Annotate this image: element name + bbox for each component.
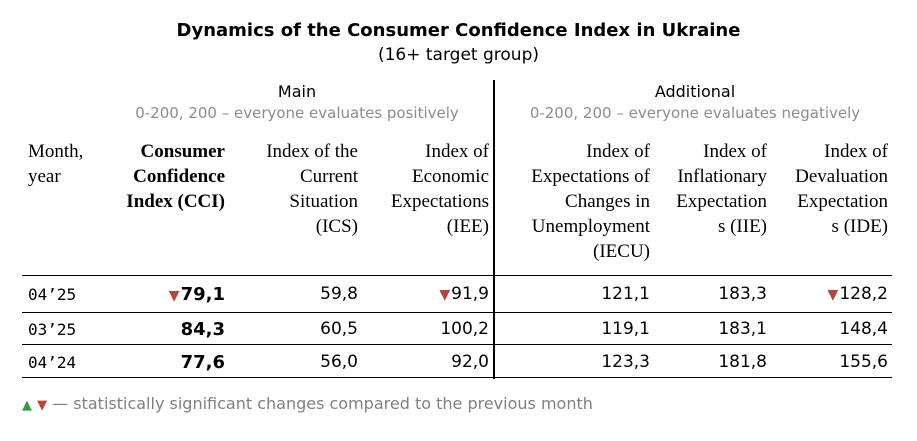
header-cci-line: Confidence: [133, 166, 225, 187]
cell-cci: 77,6: [180, 352, 225, 373]
cell-iee: 92,0: [451, 352, 489, 372]
header-iecu-line: Unemployment: [531, 216, 650, 237]
row-divider: [22, 344, 892, 345]
cell-iie: 181,8: [718, 352, 767, 372]
cell-ide: ▼128,2: [828, 284, 888, 304]
section-main-note: 0-200, 200 – everyone evaluates positive…: [135, 104, 459, 122]
header-iecu-line: Index of: [586, 141, 650, 162]
significance-legend: ▲ ▼ — statistically significant changes …: [22, 394, 593, 413]
cell-iecu: 119,1: [601, 319, 650, 339]
header-ics-line: Situation: [289, 191, 358, 212]
header-cci: Consumer Confidence Index (CCI): [126, 139, 225, 214]
cell-iie: 183,1: [718, 319, 767, 339]
cell-cci-value: 79,1: [180, 284, 225, 305]
cell-iecu: 123,3: [601, 352, 650, 372]
header-iee: Index of Economic Expectations (IEE): [391, 139, 489, 239]
header-ide-line: Index of: [824, 141, 888, 162]
cell-month: 04’25: [28, 285, 77, 304]
cell-ide-value: 128,2: [839, 284, 888, 304]
decrease-triangle-icon: ▼: [827, 287, 839, 303]
section-divider: [493, 80, 495, 379]
header-iie-line: Inflationary: [677, 166, 767, 187]
decrease-triangle-icon: ▼: [37, 398, 48, 413]
header-ics-line: Index of the: [266, 141, 358, 162]
header-ide-line: s (IDE): [831, 216, 888, 237]
section-additional-note: 0-200, 200 – everyone evaluates negative…: [529, 104, 861, 122]
header-cci-line: Consumer: [140, 141, 225, 162]
header-ics-line: (ICS): [315, 216, 358, 237]
header-ide-line: Expectation: [797, 191, 888, 212]
row-divider: [22, 275, 892, 276]
header-iecu-line: (IECU): [593, 241, 650, 262]
header-iee-line: Economic: [411, 166, 489, 187]
cell-ics: 60,5: [320, 319, 358, 339]
cell-ide: 148,4: [839, 319, 888, 339]
header-month-line: Month,: [28, 141, 84, 162]
header-iie-line: s (IIE): [717, 216, 767, 237]
header-ics: Index of the Current Situation (ICS): [266, 139, 358, 239]
cell-cci: ▼79,1: [169, 284, 225, 305]
table-title: Dynamics of the Consumer Confidence Inde…: [176, 20, 741, 41]
header-iee-line: (IEE): [446, 216, 489, 237]
row-divider: [22, 377, 892, 378]
header-iie-line: Expectation: [676, 191, 767, 212]
header-ide: Index of Devaluation Expectation s (IDE): [795, 139, 888, 239]
header-iecu-line: Expectations of: [531, 166, 650, 187]
cell-iecu: 121,1: [601, 284, 650, 304]
section-additional-label: Additional: [654, 82, 736, 101]
header-ics-line: Current: [299, 166, 358, 187]
table-subtitle: (16+ target group): [377, 45, 539, 65]
cell-cci: 84,3: [180, 319, 225, 340]
increase-triangle-icon: ▲: [22, 398, 32, 413]
row-divider: [22, 312, 892, 313]
cell-iee-value: 91,9: [451, 284, 489, 304]
header-month-line: year: [28, 166, 61, 187]
legend-text: — statistically significant changes comp…: [47, 394, 593, 413]
header-iecu-line: Changes in: [565, 191, 650, 212]
header-iee-line: Index of: [425, 141, 489, 162]
decrease-triangle-icon: ▼: [168, 288, 180, 304]
header-iie-line: Index of: [703, 141, 767, 162]
cell-ics: 56,0: [320, 352, 358, 372]
cell-month: 03’25: [28, 320, 77, 339]
cell-ics: 59,8: [320, 284, 358, 304]
header-iie: Index of Inflationary Expectation s (IIE…: [676, 139, 767, 239]
header-month: Month, year: [28, 139, 83, 189]
header-iecu: Index of Expectations of Changes in Unem…: [531, 139, 650, 264]
header-ide-line: Devaluation: [795, 166, 888, 187]
cell-iee: 100,2: [440, 319, 489, 339]
cell-month: 04’24: [28, 353, 77, 372]
cell-iee: ▼91,9: [439, 284, 489, 304]
cell-ide: 155,6: [839, 352, 888, 372]
cell-iie: 183,3: [718, 284, 767, 304]
header-cci-line: Index (CCI): [126, 191, 225, 212]
header-iee-line: Expectations: [390, 191, 489, 212]
section-main-label: Main: [277, 82, 317, 101]
decrease-triangle-icon: ▼: [439, 287, 451, 303]
